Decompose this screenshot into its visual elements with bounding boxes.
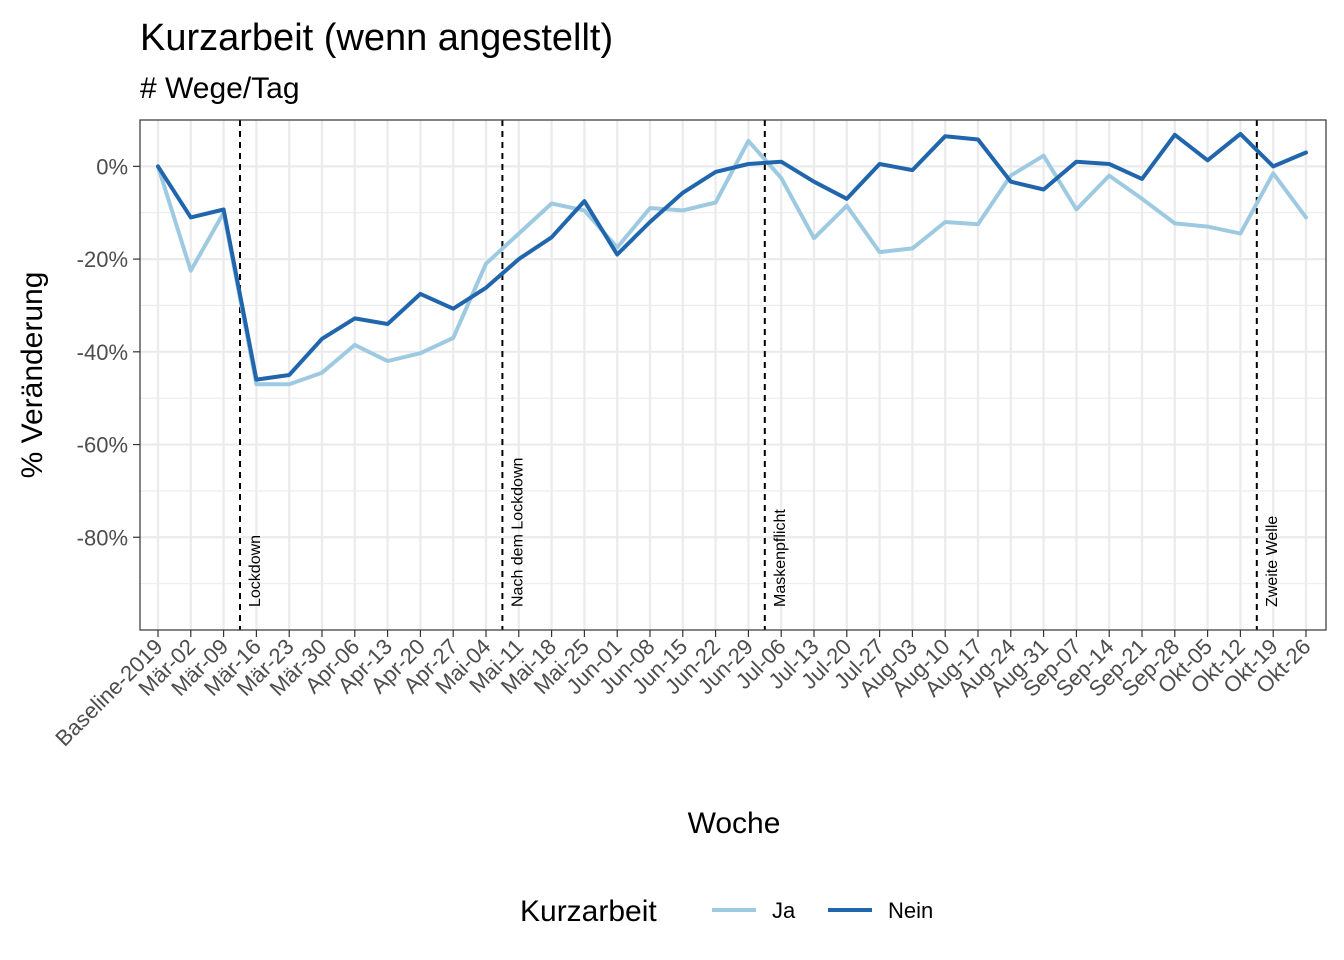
event-markers: Lockdown Nach dem Lockdown Maskenpflicht Zw… — [239, 120, 1281, 630]
series-lines — [156, 131, 1308, 387]
x-axis-title: Woche — [688, 807, 781, 840]
y-tick-label: -40% — [77, 340, 128, 365]
legend-label-ja: Ja — [772, 898, 796, 923]
event-label: Maskenpflicht — [772, 509, 789, 607]
event-label: Zweite Welle — [1264, 516, 1281, 607]
y-tick-label: -20% — [77, 247, 128, 272]
event-label: Lockdown — [247, 535, 264, 607]
y-tick-label: -80% — [77, 525, 128, 550]
y-axis: 0% -20% -40% -60% -80% — [77, 154, 140, 550]
x-axis: Baseline-2019Mär-02Mär-09Mär-16Mär-23Mär… — [50, 630, 1316, 751]
legend: Kurzarbeit Ja Nein — [520, 895, 933, 928]
y-axis-title: % Veränderung — [16, 272, 49, 479]
series-line-nein — [156, 131, 1308, 382]
legend-label-nein: Nein — [888, 898, 933, 923]
y-tick-label: -60% — [77, 433, 128, 458]
y-tick-label: 0% — [96, 154, 128, 179]
chart-subtitle: # Wege/Tag — [140, 72, 300, 105]
legend-title: Kurzarbeit — [520, 895, 657, 928]
chart-title: Kurzarbeit (wenn angestellt) — [140, 17, 613, 59]
plot-frame — [139, 119, 1327, 631]
series-line-ja — [156, 138, 1308, 387]
event-label: Nach dem Lockdown — [509, 458, 526, 607]
